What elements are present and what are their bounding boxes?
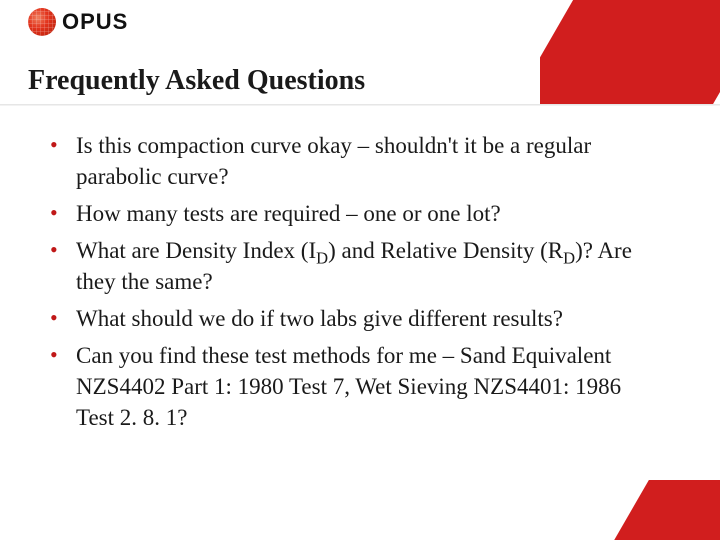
- content-area: Is this compaction curve okay – shouldn'…: [44, 130, 660, 439]
- logo-text: OPUS: [62, 9, 128, 35]
- bullet-list: Is this compaction curve okay – shouldn'…: [44, 130, 660, 433]
- bullet-item: How many tests are required – one or one…: [44, 198, 660, 229]
- title-band: Frequently Asked Questions: [0, 58, 720, 104]
- bullet-text: Is this compaction curve okay – shouldn'…: [76, 133, 591, 189]
- logo-area: OPUS: [28, 8, 128, 36]
- bullet-item: Can you find these test methods for me –…: [44, 340, 660, 433]
- slide: OPUS Frequently Asked Questions Is this …: [0, 0, 720, 540]
- bullet-text: What are Density Index (ID) and Relative…: [76, 238, 632, 294]
- slide-title: Frequently Asked Questions: [0, 65, 365, 97]
- bullet-text: Can you find these test methods for me –…: [76, 343, 621, 430]
- logo-icon: [28, 8, 56, 36]
- bullet-item: What should we do if two labs give diffe…: [44, 303, 660, 334]
- bullet-item: What are Density Index (ID) and Relative…: [44, 235, 660, 297]
- footer-decoration: [590, 480, 720, 540]
- bullet-text: What should we do if two labs give diffe…: [76, 306, 563, 331]
- bullet-text: How many tests are required – one or one…: [76, 201, 501, 226]
- bullet-item: Is this compaction curve okay – shouldn'…: [44, 130, 660, 192]
